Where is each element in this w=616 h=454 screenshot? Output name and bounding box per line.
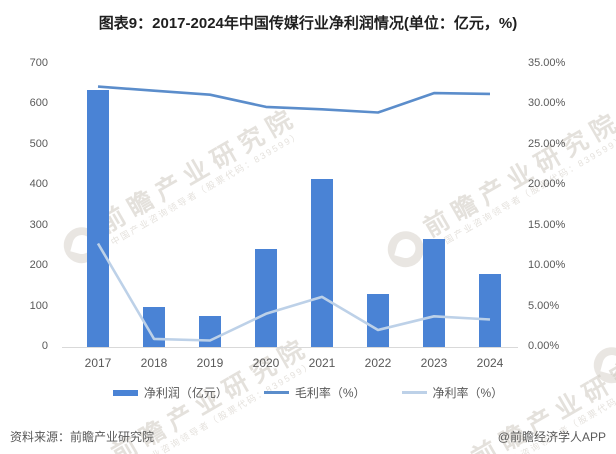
legend-item: 毛利率（%）: [263, 384, 366, 401]
source-note: 资料来源：前瞻产业研究院: [10, 430, 155, 444]
left-axis: 700 600 500 400 300 200 100 0: [20, 57, 48, 352]
x-axis-label: 2018: [140, 356, 168, 370]
bar-2022: [367, 293, 389, 347]
chart-title: 图表9：2017-2024年中国传媒行业净利润情况(单位：亿元，%): [98, 15, 518, 32]
qianzhan-logo-icon: [69, 450, 119, 454]
qianzhan-logo-icon: [587, 340, 616, 390]
left-axis-tick: 600: [29, 97, 48, 110]
legend-swatch-line2: [401, 391, 427, 394]
line-净利率（%）: [96, 242, 491, 342]
bar-2023: [423, 238, 445, 347]
left-axis-tick: 400: [29, 178, 48, 191]
left-axis-tick: 200: [29, 259, 48, 272]
legend: 净利润（亿元） 毛利率（%） 净利率（%）: [0, 384, 616, 401]
legend-item: 净利润（亿元）: [112, 384, 228, 401]
x-axis-label: 2024: [476, 356, 504, 370]
left-axis-tick: 0: [41, 340, 48, 352]
line-毛利率（%）: [97, 85, 491, 114]
legend-swatch-line: [263, 391, 289, 394]
right-axis-tick: 10.00%: [528, 259, 566, 272]
x-axis-label: 2021: [308, 356, 336, 370]
x-axis-label: 2022: [364, 356, 392, 370]
x-axis-label: 2023: [420, 356, 448, 370]
credit-note: @前瞻经济学人APP: [497, 430, 606, 444]
legend-swatch-bar: [112, 389, 138, 396]
right-axis: 35.00% 30.00% 25.00% 20.00% 15.00% 10.00% 5.00…: [528, 57, 588, 352]
legend-label: 净利润（亿元）: [143, 386, 228, 400]
bar-2024: [479, 274, 501, 347]
watermark: 前瞻产业研究院 中国产业咨询领导者（股票代码：839599）: [587, 223, 616, 390]
right-axis-tick: 5.00%: [528, 299, 560, 312]
legend-label: 毛利率（%）: [294, 386, 366, 400]
bar-2018: [143, 306, 165, 347]
right-axis-tick: 20.00%: [528, 178, 566, 191]
left-axis-tick: 300: [29, 218, 48, 231]
x-axis-label: 2020: [252, 356, 280, 370]
right-axis-tick: 0.00%: [528, 340, 560, 352]
x-axis-label: 2017: [84, 356, 112, 370]
right-axis-tick: 30.00%: [528, 97, 566, 110]
plot-area: [75, 64, 515, 347]
right-axis-tick: 35.00%: [528, 57, 566, 69]
x-axis-label: 2019: [196, 356, 224, 370]
left-axis-tick: 500: [29, 137, 48, 150]
bar-2021: [311, 179, 333, 347]
bar-2017: [87, 90, 109, 347]
line-series-layer: [96, 85, 491, 342]
legend-item: 净利率（%）: [401, 384, 504, 401]
left-axis-tick: 700: [29, 57, 48, 69]
left-axis-tick: 100: [29, 299, 48, 312]
x-axis-line: [62, 347, 518, 348]
right-axis-tick: 15.00%: [528, 218, 566, 231]
right-axis-tick: 25.00%: [528, 137, 566, 150]
legend-label: 净利率（%）: [432, 386, 504, 400]
bar-2020: [255, 249, 277, 347]
